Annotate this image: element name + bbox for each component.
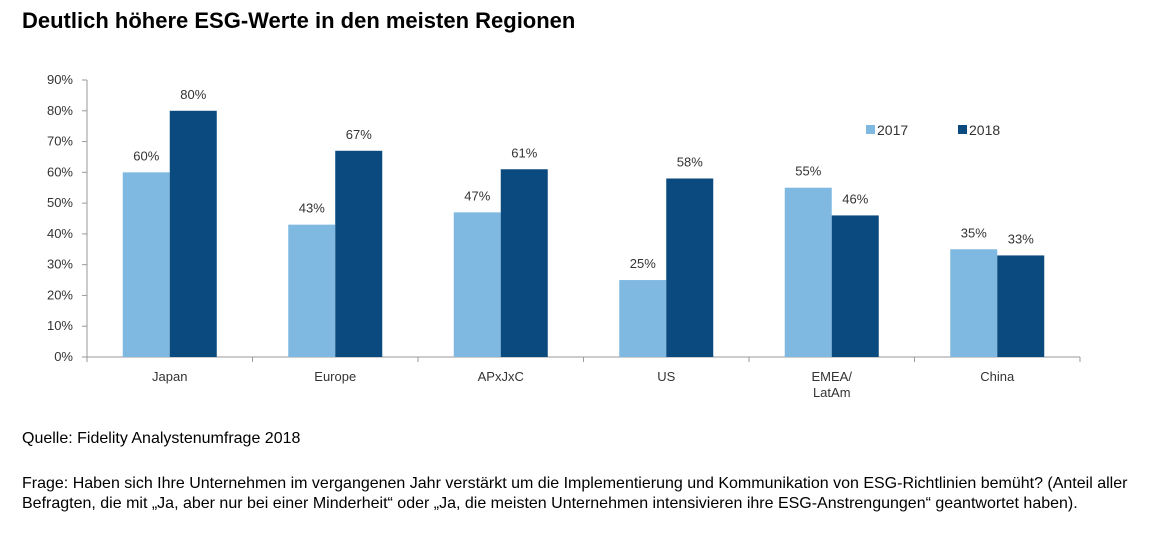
y-tick-label: 20%: [47, 287, 73, 302]
bar-2018-5: [997, 255, 1045, 357]
y-tick-label: 60%: [47, 164, 73, 179]
x-tick-label: EMEA/: [812, 369, 853, 384]
bar-2017-1: [288, 224, 336, 357]
chart-title: Deutlich höhere ESG-Werte in den meisten…: [22, 8, 576, 33]
y-tick-label: 90%: [47, 72, 73, 87]
bar-2017-5: [950, 249, 998, 357]
data-label: 80%: [180, 87, 206, 102]
chart-bars: [122, 110, 1045, 358]
y-tick-label: 80%: [47, 103, 73, 118]
data-label: 25%: [630, 256, 656, 271]
bar-2018-4: [831, 215, 879, 357]
chart-legend: 2017 2018: [866, 122, 1000, 138]
data-label: 58%: [677, 154, 703, 169]
data-label: 60%: [133, 148, 159, 163]
x-tick-label: Japan: [152, 369, 187, 384]
bar-2018-0: [169, 110, 217, 358]
bar-2018-1: [335, 150, 383, 357]
bar-2017-4: [784, 187, 832, 357]
bar-2018-3: [666, 178, 714, 357]
legend-label-2017: 2017: [877, 122, 908, 138]
legend-label-2018: 2018: [969, 122, 1000, 138]
x-tick-label: Europe: [314, 369, 356, 384]
data-label: 47%: [464, 188, 490, 203]
y-tick-label: 40%: [47, 226, 73, 241]
x-tick-label: APxJxC: [478, 369, 524, 384]
bar-chart: 0% 10% 20% 30% 40% 50% 60% 70% 80% 90% 60% 80% Japa…: [47, 72, 1081, 400]
bar-2017-3: [619, 280, 667, 357]
y-tick-label: 70%: [47, 134, 73, 149]
y-tick-label: 50%: [47, 195, 73, 210]
x-tick-label: US: [657, 369, 675, 384]
source-note: Quelle: Fidelity Analystenumfrage 2018: [22, 430, 301, 447]
bar-2017-2: [453, 212, 501, 357]
y-tick-label: 30%: [47, 257, 73, 272]
legend-swatch-2017: [866, 125, 875, 134]
data-label: 67%: [346, 127, 372, 142]
x-tick-label: LatAm: [813, 385, 851, 400]
y-tick-label: 10%: [47, 318, 73, 333]
data-label: 55%: [795, 164, 821, 179]
x-tick-label: China: [980, 369, 1015, 384]
data-label: 61%: [511, 145, 537, 160]
data-label: 43%: [299, 201, 325, 216]
bar-2017-0: [122, 172, 170, 357]
data-label: 33%: [1008, 231, 1034, 246]
data-label: 35%: [961, 225, 987, 240]
y-tick-label: 0%: [54, 349, 73, 364]
survey-question: Frage: Haben sich Ihre Unternehmen im ve…: [22, 475, 1128, 512]
legend-swatch-2018: [958, 125, 967, 134]
chart-axes: 0% 10% 20% 30% 40% 50% 60% 70% 80% 90%: [47, 72, 1081, 364]
bar-2018-2: [500, 169, 548, 357]
chart-labels: 60% 80% Japan 43% 67% Europe 47% 61% APxJxC 25% 58…: [133, 87, 1034, 400]
data-label: 46%: [842, 191, 868, 206]
